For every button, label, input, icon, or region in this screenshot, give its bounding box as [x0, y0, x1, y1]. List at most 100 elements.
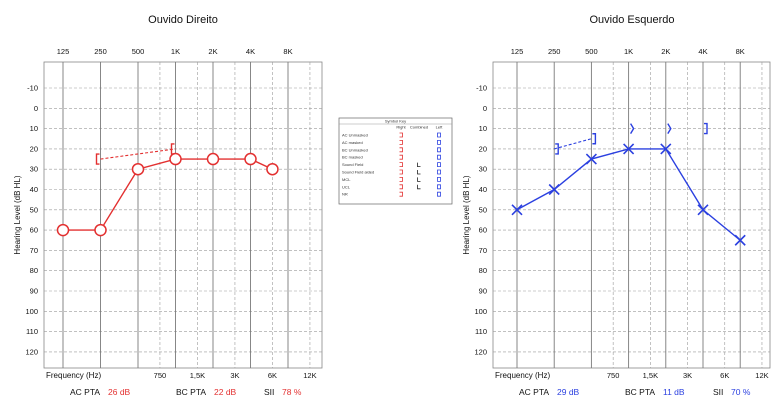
y-tick-label: 50	[30, 205, 38, 214]
x-bottom-tick-label: 750	[154, 371, 167, 380]
ac-unmasked-point	[169, 152, 182, 166]
x-top-tick-label: 125	[57, 47, 70, 56]
legend-symbol-right	[399, 162, 403, 167]
legend-symbol-right	[399, 154, 403, 160]
y-tick-label: 0	[483, 104, 487, 113]
y-tick-label: 10	[30, 124, 38, 133]
legend-symbol-left	[437, 140, 441, 145]
plot-frame	[43, 61, 323, 369]
legend-symbol-left	[437, 169, 441, 175]
x-top-tick-label: 4K	[246, 47, 255, 56]
summary-label: SII	[264, 387, 274, 397]
x-axis-label: Frequency (Hz)	[46, 371, 101, 380]
summary-label: AC PTA	[519, 387, 549, 397]
left-ear-audiogram: Ouvido Esquerdo -10 0 10 20 30 40 50 60 70 80 90 100…	[462, 14, 771, 397]
bc-masked-point	[592, 133, 597, 145]
ac-unmasked-point	[56, 223, 70, 237]
x-bottom-tick-label: 3K	[683, 371, 692, 380]
x-bottom-tick-label: 6K	[268, 371, 277, 380]
ac-unmasked-point	[511, 204, 523, 216]
y-tick-label: 90	[30, 287, 38, 296]
legend-symbol-left	[437, 177, 441, 182]
legend-symbol-left	[437, 154, 441, 160]
y-tick-label: 50	[479, 205, 487, 214]
legend-row-label: AC masked	[342, 140, 363, 145]
legend-symbol-left	[437, 147, 441, 153]
summary-label: SII	[713, 387, 723, 397]
y-tick-label: 120	[25, 347, 38, 356]
legend-symbol-right	[399, 147, 403, 153]
y-tick-label: 0	[34, 104, 38, 113]
legend-symbol-left	[437, 162, 441, 167]
ac-unmasked-point	[131, 162, 145, 176]
bc-unmasked-point	[629, 123, 635, 134]
legend-symbol-right	[399, 169, 403, 175]
x-bottom-tick-label: 6K	[720, 371, 729, 380]
y-tick-label: 60	[30, 226, 38, 235]
y-tick-label: 60	[479, 226, 487, 235]
legend-symbol-right	[399, 140, 403, 145]
x-top-tick-label: 1K	[624, 47, 633, 56]
y-tick-label: 70	[479, 246, 487, 255]
x-top-tick-label: 8K	[283, 47, 292, 56]
legend-symbol-combined	[417, 177, 421, 182]
y-tick-label: 20	[479, 144, 487, 153]
y-tick-label: 20	[30, 144, 38, 153]
summary-value: 78 %	[282, 387, 302, 397]
summary-value: 22 dB	[214, 387, 237, 397]
summary-value: 29 dB	[557, 387, 580, 397]
y-tick-label: 30	[30, 165, 38, 174]
summary-value: 11 dB	[663, 387, 685, 397]
legend-row-label: AC Unmasked	[342, 133, 368, 138]
bc-series-line	[100, 148, 176, 160]
x-bottom-tick-label: 1,5K	[643, 371, 658, 380]
legend-column-header: Right	[396, 125, 406, 130]
x-top-tick-label: 4K	[698, 47, 707, 56]
ac-unmasked-point	[94, 223, 107, 237]
legend-column-header: Left	[436, 125, 444, 130]
legend-row-label: UCL	[342, 184, 351, 189]
y-tick-label: 80	[479, 266, 487, 275]
legend-row-label: BC Unmasked	[342, 147, 368, 152]
x-axis-label: Frequency (Hz)	[495, 371, 550, 380]
y-tick-label: 30	[479, 165, 487, 174]
summary-label: BC PTA	[625, 387, 655, 397]
bc-masked-point	[95, 153, 100, 165]
y-tick-label: 10	[479, 124, 487, 133]
y-tick-label: 120	[474, 347, 487, 356]
legend-title: Symbol Key	[385, 119, 406, 124]
y-tick-label: -10	[476, 84, 487, 93]
ac-unmasked-point	[585, 153, 597, 165]
legend-symbol-combined	[417, 184, 421, 190]
bc-masked-point	[555, 143, 559, 155]
ac-unmasked-point	[548, 183, 560, 196]
x-bottom-tick-label: 12K	[755, 371, 768, 380]
ac-unmasked-point	[734, 234, 746, 246]
legend-symbol-left	[437, 191, 441, 197]
y-tick-label: 70	[30, 246, 38, 255]
x-top-tick-label: 2K	[661, 47, 670, 56]
y-axis-label: Hearing Level (dB HL)	[462, 175, 471, 254]
x-bottom-tick-label: 12K	[303, 371, 316, 380]
x-bottom-tick-label: 3K	[230, 371, 239, 380]
y-tick-label: 100	[25, 307, 38, 316]
x-top-tick-label: 250	[548, 47, 561, 56]
y-tick-label: 110	[26, 327, 38, 336]
legend-row-label: BC masked	[342, 155, 363, 160]
ac-unmasked-point	[660, 143, 672, 155]
series-line	[63, 158, 273, 231]
legend-symbol-right	[399, 177, 403, 182]
legend-symbol-left	[437, 132, 441, 138]
y-tick-label: 90	[479, 287, 487, 296]
summary-value: 26 dB	[108, 387, 131, 397]
ac-unmasked-point	[266, 162, 279, 176]
ac-unmasked-point	[206, 152, 220, 166]
x-top-tick-label: 125	[511, 47, 524, 56]
ac-unmasked-point	[244, 152, 257, 166]
bc-series-line	[554, 138, 592, 150]
bc-masked-point	[704, 122, 708, 135]
legend-symbol-combined	[417, 162, 421, 167]
